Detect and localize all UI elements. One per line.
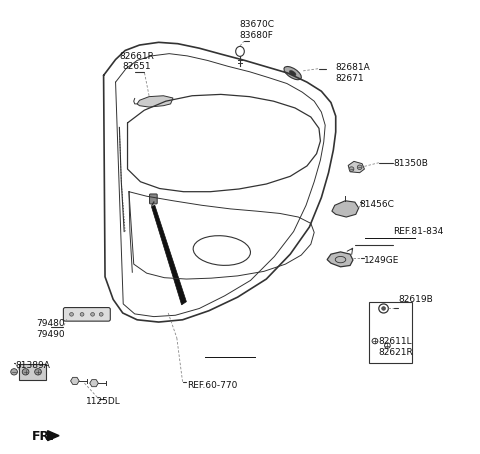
Circle shape	[70, 312, 73, 316]
Polygon shape	[137, 96, 173, 107]
Text: 1249GE: 1249GE	[364, 257, 400, 266]
FancyBboxPatch shape	[63, 307, 110, 321]
Text: 1125DL: 1125DL	[86, 397, 121, 406]
Ellipse shape	[289, 70, 296, 76]
Circle shape	[357, 165, 362, 169]
Text: 79480
79490: 79480 79490	[36, 319, 65, 339]
Text: 81456C: 81456C	[360, 200, 395, 209]
Polygon shape	[19, 364, 46, 380]
Polygon shape	[348, 161, 364, 173]
Text: 82681A
82671: 82681A 82671	[336, 64, 371, 83]
Ellipse shape	[284, 67, 301, 80]
Circle shape	[91, 312, 95, 316]
Polygon shape	[90, 380, 98, 387]
Polygon shape	[152, 205, 186, 305]
Circle shape	[11, 369, 17, 375]
Circle shape	[22, 369, 29, 375]
Circle shape	[35, 369, 41, 375]
Text: 83670C
83680F: 83670C 83680F	[239, 20, 274, 40]
Polygon shape	[332, 201, 359, 217]
Text: REF.60-770: REF.60-770	[187, 381, 238, 390]
Polygon shape	[71, 377, 79, 385]
FancyBboxPatch shape	[150, 194, 157, 204]
Circle shape	[349, 167, 354, 171]
Text: 81389A: 81389A	[15, 360, 50, 370]
Circle shape	[382, 306, 385, 310]
Text: FR.: FR.	[32, 429, 55, 443]
Bar	[369, 301, 412, 363]
Text: 81350B: 81350B	[393, 159, 428, 168]
Circle shape	[99, 312, 103, 316]
Text: 82619B: 82619B	[398, 295, 432, 304]
Polygon shape	[327, 252, 353, 267]
Text: REF.81-834: REF.81-834	[393, 227, 444, 236]
Circle shape	[80, 312, 84, 316]
Polygon shape	[48, 431, 59, 441]
Text: 82661R
82651: 82661R 82651	[120, 52, 155, 71]
Text: 82611L
82621R: 82611L 82621R	[379, 337, 414, 357]
